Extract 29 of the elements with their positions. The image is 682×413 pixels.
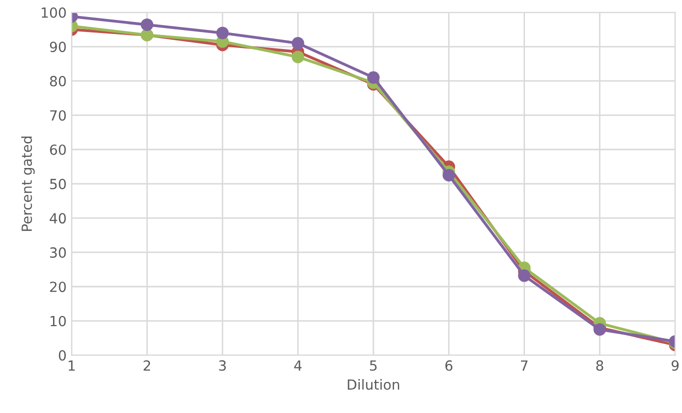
y-tick-label: 100 [42, 7, 66, 18]
y-tick-label: 70 [50, 110, 66, 121]
y-tick-label: 0 [58, 350, 66, 361]
y-tick-label: 40 [50, 213, 66, 224]
y-axis-title: Percent gated [21, 136, 35, 231]
point [140, 18, 154, 31]
point [442, 168, 456, 182]
y-tick-label: 60 [50, 144, 66, 155]
x-tick-label: 9 [672, 360, 679, 371]
point [367, 71, 380, 84]
x-tick-label: 7 [521, 360, 528, 371]
point [292, 50, 304, 64]
y-tick-label: 20 [50, 282, 66, 292]
x-tick-label: 4 [294, 360, 302, 371]
x-tick-label: 6 [445, 360, 452, 371]
x-tick-label: 1 [68, 360, 75, 371]
y-tick-label: 30 [50, 247, 66, 258]
y-tick-label: 50 [50, 178, 66, 190]
x-tick-label: 2 [144, 360, 150, 371]
point [518, 269, 531, 282]
x-tick-label: 8 [596, 360, 604, 371]
y-tick-label: 10 [50, 316, 66, 326]
x-axis-title: Dilution [348, 379, 400, 390]
y-tick-label: 80 [50, 76, 66, 86]
point [292, 36, 304, 50]
x-tick-label: 5 [370, 360, 377, 371]
point [216, 26, 229, 40]
y-tick-label: 90 [50, 42, 66, 52]
x-tick-label: 3 [219, 360, 226, 371]
